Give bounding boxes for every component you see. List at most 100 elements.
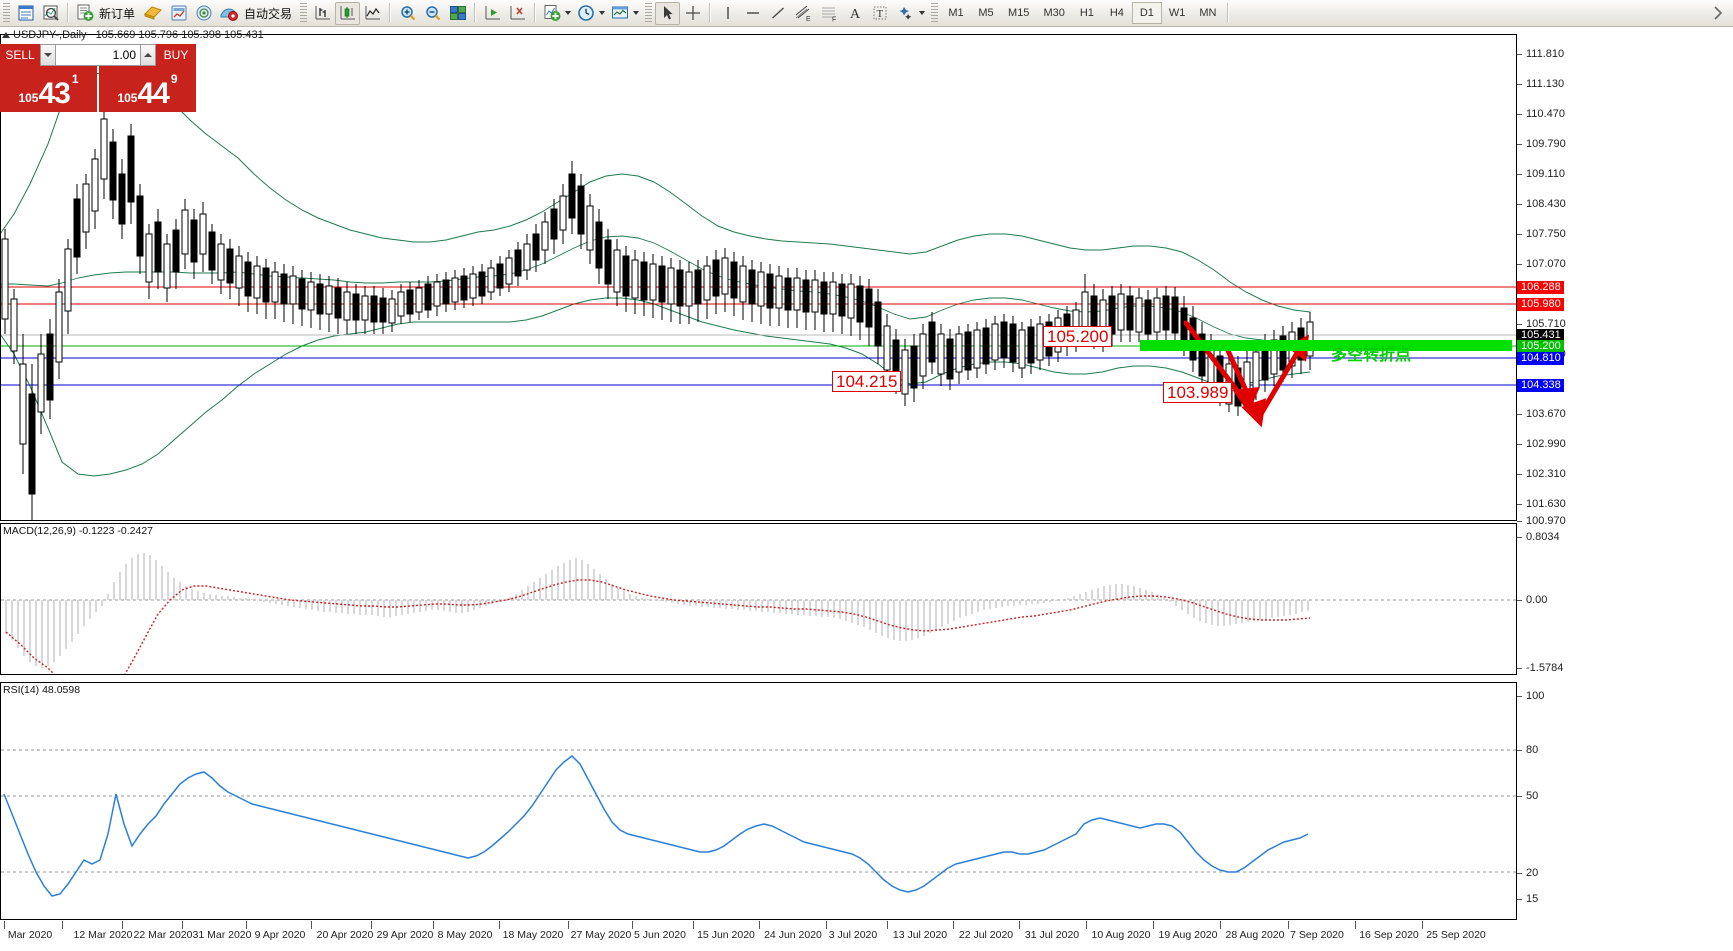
charts-window-button[interactable]: [13, 2, 38, 25]
tab-timeframe-h1[interactable]: H1: [1079, 7, 1094, 19]
sell-price-display[interactable]: 105 43 1: [0, 66, 97, 112]
horizontal-line-icon: [746, 12, 759, 14]
volume-decrease-button[interactable]: [40, 44, 56, 66]
date-label: 25 Sep 2020: [1426, 929, 1486, 941]
price-tick-label: 103.670: [1526, 408, 1566, 421]
tab-timeframe-m15[interactable]: M15: [1008, 7, 1030, 19]
chevron-down-icon-4[interactable]: [919, 11, 926, 15]
tab-timeframe-h4[interactable]: H4: [1109, 7, 1124, 19]
price-tick: 110.470: [1517, 108, 1565, 120]
date-tick: [1288, 921, 1289, 929]
chart-marker-icon: [2, 31, 10, 38]
tab-timeframe-mn[interactable]: MN: [1199, 7, 1217, 19]
candlestick-chart-button[interactable]: [335, 1, 361, 25]
rsi-pane[interactable]: [0, 682, 1517, 920]
crosshair-button[interactable]: [680, 2, 705, 25]
new-order-icon: [77, 4, 94, 21]
date-label: 22 Jul 2020: [958, 929, 1014, 941]
one-click-trading-panel[interactable]: SELL 1.00 BUY 105 43 1 105 44 9: [0, 44, 196, 112]
price-tick: 107.750: [1517, 228, 1566, 240]
date-label: 13 Jul 2020: [892, 929, 948, 941]
tab-timeframe-w1[interactable]: W1: [1168, 7, 1186, 19]
magnifier-chart-icon: [43, 5, 59, 21]
price-tick-label: 111.130: [1526, 78, 1565, 91]
fibonacci-button[interactable]: F: [816, 2, 842, 25]
strategy-tester-button[interactable]: [166, 2, 191, 25]
trendline-button[interactable]: [765, 2, 790, 25]
date-tick: [1355, 921, 1356, 929]
rsi-tick: 50: [1517, 790, 1538, 802]
tile-windows-button[interactable]: [445, 2, 470, 25]
toolbar-overflow[interactable]: [1709, 4, 1733, 22]
periods-button[interactable]: [574, 2, 608, 25]
date-tick: [311, 921, 312, 929]
equidistant-channel-button[interactable]: E: [790, 2, 816, 25]
date-label: 27 May 2020: [570, 929, 632, 941]
crosshair-icon: [685, 6, 700, 20]
rsi-tick-label: 80: [1526, 744, 1539, 757]
chevron-down-icon[interactable]: [565, 11, 572, 15]
date-tick: [122, 921, 123, 929]
main-price-pane[interactable]: [0, 34, 1517, 521]
new-order-button[interactable]: 新订单: [73, 2, 140, 25]
navigator-button[interactable]: [38, 2, 63, 25]
volume-increase-button[interactable]: [140, 44, 156, 66]
chevron-down-icon-3[interactable]: [633, 11, 640, 15]
tab-timeframe-m30[interactable]: M30: [1043, 7, 1065, 19]
zoom-out-button[interactable]: [420, 2, 445, 25]
date-label: 16 Sep 2020: [1359, 929, 1419, 941]
buy-price-display[interactable]: 105 44 9: [99, 66, 196, 112]
sell-button[interactable]: SELL: [0, 44, 40, 66]
price-tick-label: 107.750: [1526, 228, 1566, 241]
volume-input[interactable]: 1.00: [56, 44, 140, 66]
tab-timeframe-m5[interactable]: M5: [978, 7, 994, 19]
date-label: 29 Apr 2020: [376, 929, 434, 941]
macd-tick-label: 0.8034: [1526, 531, 1560, 544]
line-chart-button[interactable]: [360, 2, 385, 25]
templates-button[interactable]: [608, 2, 642, 25]
date-label: 24 Jun 2020: [764, 929, 822, 941]
price-tick-label: 101.630: [1526, 498, 1566, 511]
date-label: 7 Sep 2020: [1290, 929, 1344, 941]
toolbar-grip[interactable]: [3, 3, 10, 23]
date-tick: [693, 921, 694, 929]
network-button[interactable]: [191, 2, 216, 25]
toolbar-grip-4[interactable]: [931, 3, 939, 23]
bar-chart-button[interactable]: [310, 2, 335, 25]
line-chart-icon: [365, 6, 380, 20]
text-label-button[interactable]: T: [867, 2, 892, 25]
tab-timeframe-d1[interactable]: D1: [1131, 2, 1162, 24]
text-button[interactable]: A: [842, 2, 867, 25]
date-tick: [371, 921, 372, 929]
auto-scroll-button[interactable]: [480, 2, 505, 25]
vertical-line-icon: [726, 7, 729, 19]
price-tick-label: 100.970: [1526, 515, 1566, 528]
metaeditor-button[interactable]: [140, 2, 166, 25]
toolbar-grip-2[interactable]: [300, 3, 308, 23]
arrow-right-icon[interactable]: [1709, 4, 1727, 22]
indicators-button[interactable]: [540, 2, 574, 25]
add-indicator-icon: [544, 5, 561, 21]
chart-area[interactable]: 105.200 104.215 103.989 多空转折点 MACD(12,26…: [0, 34, 1733, 951]
toolbar-separator-3: [474, 3, 477, 23]
date-label: 22 Mar 2020: [133, 929, 193, 941]
toolbar-grip-3[interactable]: [645, 3, 653, 23]
price-axis[interactable]: 111.810 111.130 110.470 109.790 109.110 …: [1517, 34, 1733, 527]
objects-button[interactable]: [892, 2, 928, 25]
macd-pane[interactable]: [0, 523, 1517, 675]
buy-button[interactable]: BUY: [156, 44, 196, 66]
price-tick: 102.310: [1517, 468, 1566, 480]
annotation-103989: 103.989: [1163, 382, 1233, 403]
svg-text:E: E: [806, 16, 811, 22]
autotrading-button[interactable]: 自动交易: [216, 2, 297, 25]
date-tick: [1153, 921, 1154, 929]
tab-timeframe-m1[interactable]: M1: [948, 7, 964, 19]
chart-shift-button[interactable]: [505, 2, 530, 25]
cursor-button[interactable]: [655, 1, 681, 25]
chevron-down-icon-2[interactable]: [599, 11, 606, 15]
vertical-line-button[interactable]: [715, 2, 740, 25]
text-label-icon: T: [873, 6, 887, 20]
horizontal-line-button[interactable]: [740, 2, 765, 25]
rsi-tick-label: 20: [1526, 867, 1539, 880]
zoom-in-button[interactable]: [395, 2, 420, 25]
